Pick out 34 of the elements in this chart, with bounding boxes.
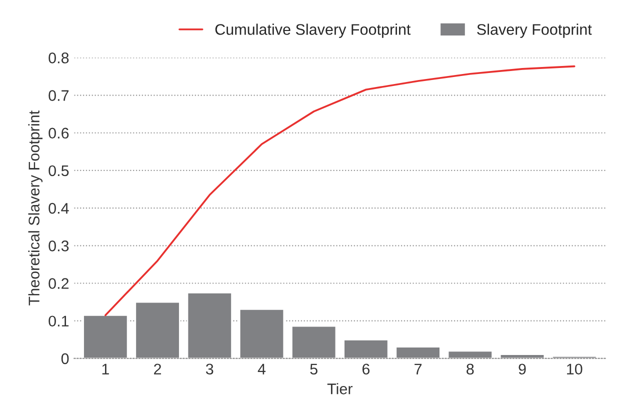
- x-tick-label: 10: [567, 364, 582, 375]
- y-tick-label: 0.2: [48, 278, 69, 289]
- bar: [238, 308, 285, 358]
- x-tick-label: 4: [258, 364, 266, 374]
- bar: [343, 338, 389, 358]
- bar: [82, 314, 128, 358]
- y-tick-label: 0.7: [48, 90, 69, 101]
- bar: [134, 301, 180, 358]
- x-tick-label: 3: [206, 364, 214, 375]
- x-tick-label: 6: [362, 364, 370, 375]
- bar: [186, 292, 232, 358]
- bar: [291, 325, 337, 358]
- bar: [395, 346, 441, 358]
- y-tick-label: 0.8: [48, 52, 69, 64]
- y-tick-label: 0.6: [48, 128, 69, 139]
- y-tick-label: 0.3: [48, 240, 69, 252]
- y-tick-label: 0.5: [48, 165, 69, 176]
- y-tick-label: 0.4: [48, 202, 69, 214]
- bar: [447, 350, 494, 358]
- y-tick-label: 0.1: [48, 316, 69, 327]
- bar: [552, 355, 598, 358]
- y-axis-title: Theoretical Slavery Footprint: [28, 110, 43, 306]
- x-tick-label: 1: [102, 364, 109, 374]
- x-tick-label: 9: [518, 364, 526, 375]
- x-tick-label: 2: [154, 364, 162, 374]
- x-axis-title: Tier: [327, 383, 353, 394]
- bar: [499, 354, 546, 358]
- y-tick-label: 0: [61, 353, 69, 364]
- x-tick-label: 5: [310, 364, 318, 375]
- legend-label: Slavery Footprint: [477, 24, 592, 38]
- legend-label: Cumulative Slavery Footprint: [215, 24, 411, 38]
- x-tick-label: 8: [466, 364, 474, 375]
- x-tick-label: 7: [414, 364, 422, 374]
- line-series: [104, 65, 576, 316]
